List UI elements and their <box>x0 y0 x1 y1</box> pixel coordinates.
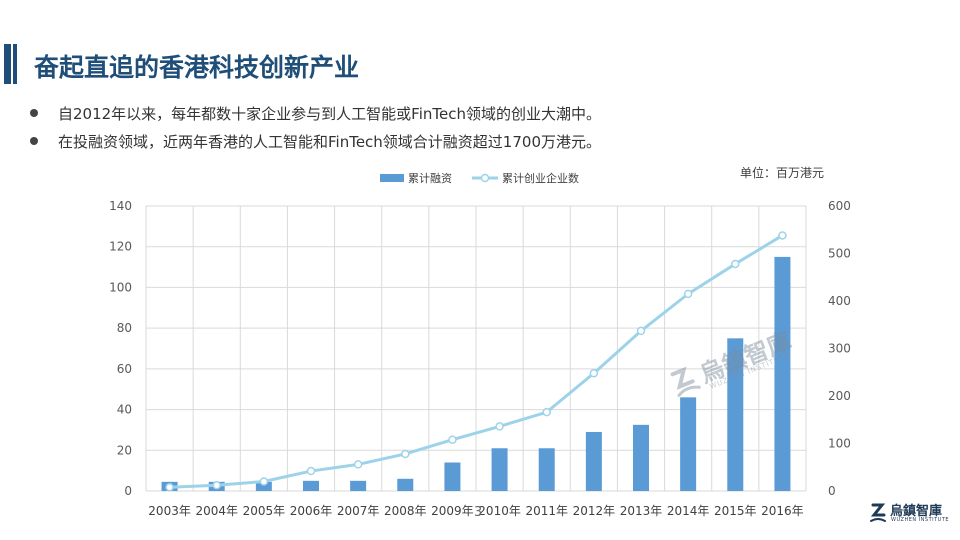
y-left-tick-label: 80 <box>117 321 132 335</box>
bar-5 <box>350 480 367 491</box>
y-left-tick-label: 120 <box>109 240 132 254</box>
title-accent-bar-thin <box>13 44 17 84</box>
logo-name: 烏鎮智庫 <box>890 504 943 519</box>
logo-subtitle: WUZHEN INSTITUTE <box>891 517 950 523</box>
y-left-tick-label: 140 <box>109 199 132 213</box>
legend-bar-swatch <box>380 174 404 182</box>
legend-bar-label: 累计融资 <box>408 172 452 185</box>
x-tick-label: 2009年 <box>431 504 474 518</box>
bar-3 <box>255 481 272 491</box>
bullet-dot-icon <box>30 136 38 145</box>
y-right-tick-label: 200 <box>828 389 851 403</box>
bar-4 <box>303 480 319 491</box>
line-point-3 <box>259 477 269 486</box>
y-left-tick-label: 40 <box>117 403 132 417</box>
bar-14 <box>774 256 791 491</box>
bar-6 <box>397 478 414 491</box>
y-left-tick-label: 20 <box>117 443 132 457</box>
line-point-1 <box>165 482 174 492</box>
line-point-13 <box>731 259 740 269</box>
y-left-tick-label: 100 <box>109 280 132 294</box>
y-right-tick-label: 400 <box>828 294 851 308</box>
y-left-tick-label: 0 <box>124 484 132 498</box>
x-tick-label: 2003年 <box>148 504 191 518</box>
bullet-text: 自2012年以来，每年都数十家企业参与到人工智能或FinTech领域的创业大潮中… <box>58 105 601 123</box>
bullet-list: 自2012年以来，每年都数十家企业参与到人工智能或FinTech领域的创业大潮中… <box>30 100 601 156</box>
legend-line-marker <box>480 173 490 183</box>
bullet-text: 在投融资领域，近两年香港的人工智能和FinTech领域合计融资超过1700万港元… <box>58 133 601 151</box>
unit-label: 单位：百万港元 <box>740 165 824 180</box>
bullet-item: 在投融资领域，近两年香港的人工智能和FinTech领域合计融资超过1700万港元… <box>30 128 601 156</box>
page-title: 奋起直追的香港科技创新产业 <box>34 53 360 82</box>
brand-logo: 烏鎮智庫 WUZHEN INSTITUTE <box>870 500 950 528</box>
y-right-tick-label: 300 <box>828 342 851 356</box>
bar-7 <box>444 462 461 491</box>
line-point-10 <box>589 368 599 378</box>
watermark: 烏鎮智庫 WUZHEN INSTITUTE <box>666 316 818 424</box>
bullet-dot-icon <box>30 108 38 117</box>
legend-line-label: 累计创业企业数 <box>502 171 579 185</box>
line-point-14 <box>778 231 787 240</box>
x-tick-label: 2016年 <box>761 504 804 518</box>
x-tick-label: 2014年 <box>667 504 710 518</box>
x-tick-label: 2008年 <box>384 504 427 518</box>
x-tick-label: 2004年 <box>195 504 238 518</box>
x-tick-label: 2012年 <box>573 504 616 518</box>
x-tick-label: 2011年 <box>525 504 568 518</box>
x-tick-label: 2010年 <box>478 504 521 518</box>
x-tick-label: 2013年 <box>620 504 663 518</box>
x-tick-label: 2005年 <box>243 504 286 518</box>
y-left-tick-label: 60 <box>117 362 132 376</box>
y-right-tick-label: 600 <box>828 199 851 213</box>
bar-10 <box>585 431 602 491</box>
bar-13 <box>727 338 744 491</box>
line-point-11 <box>636 326 646 336</box>
line-point-9 <box>542 407 551 417</box>
x-tick-label: 2007年 <box>337 504 380 518</box>
bar-12 <box>680 397 697 491</box>
bullet-item: 自2012年以来，每年都数十家企业参与到人工智能或FinTech领域的创业大潮中… <box>30 100 601 128</box>
logo-mark-icon <box>870 503 886 522</box>
x-tick-label: 2015年 <box>714 504 757 518</box>
bar-9 <box>538 448 555 491</box>
line-point-2 <box>212 481 221 490</box>
series-line <box>169 234 784 489</box>
title-accent-bar <box>4 44 11 84</box>
y-right-tick-label: 0 <box>828 484 836 498</box>
line-point-4 <box>306 466 316 476</box>
bar-11 <box>633 424 649 491</box>
line-point-12 <box>683 289 693 299</box>
y-right-tick-label: 500 <box>828 247 851 261</box>
line-point-7 <box>448 435 457 444</box>
page-number: 3 <box>474 505 483 520</box>
bar-8 <box>491 448 508 491</box>
watermark-logo-icon <box>670 366 701 397</box>
line-point-5 <box>353 460 363 469</box>
line-point-6 <box>401 449 410 459</box>
x-tick-label: 2006年 <box>290 504 333 518</box>
y-right-tick-label: 100 <box>828 437 851 451</box>
line-point-8 <box>495 422 504 431</box>
